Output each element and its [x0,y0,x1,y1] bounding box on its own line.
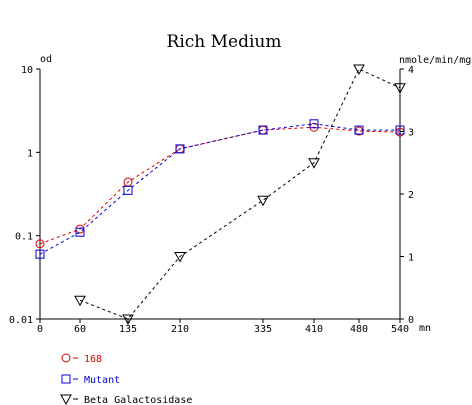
legend-marker [61,374,71,384]
data-point [174,252,186,263]
right-tick-label: 2 [408,190,414,201]
right-axis-unit: nmole/min/mg [399,55,471,66]
legend-label: 168 [84,354,102,365]
data-point [35,249,45,259]
legend-marker [60,394,72,405]
x-tick-label: 410 [305,324,323,335]
legend: 168 Mutant Beta Galactosidase [60,353,192,405]
plot-series [35,64,406,326]
data-point [309,119,319,129]
data-point [75,227,85,237]
data-point [122,314,134,326]
left-axis-unit: od [40,54,52,65]
right-axis-ticks: 0 1 2 3 4 [400,65,414,326]
data-point [353,64,365,76]
data-point [395,125,405,135]
data-point [35,239,45,249]
left-axis-ticks: 0.01 0.1 1 10 [9,65,40,326]
x-tick-label: 60 [74,324,86,335]
x-tick-label: 135 [119,324,137,335]
series-line [39,126,401,245]
x-tick-label: 0 [37,324,43,335]
data-point [175,144,185,154]
right-tick-label: 0 [408,315,414,326]
x-tick-label: 540 [391,324,409,335]
data-point [394,83,406,94]
data-point [123,185,133,195]
left-tick-label: 0.01 [9,315,33,326]
data-point [354,125,364,135]
data-point [258,125,268,135]
series-line [39,123,400,255]
left-tick-label: 0.1 [15,232,33,243]
x-tick-label: 335 [254,324,272,335]
data-point [257,195,269,207]
x-tick-label: 480 [350,324,368,335]
x-axis-unit: mn [419,323,431,334]
right-tick-label: 1 [408,253,414,264]
legend-label: Mutant [84,375,120,386]
legend-label: Beta Galactosidase [84,395,192,405]
x-tick-label: 210 [171,324,189,335]
right-tick-label: 3 [408,128,414,139]
data-point [308,158,320,169]
right-tick-label: 4 [408,65,414,76]
left-tick-label: 10 [21,65,33,76]
data-point [74,295,86,307]
x-axis-ticks: 0 60 135 210 335 410 480 540 [37,319,409,335]
legend-marker [61,353,71,363]
chart-title: Rich Medium [167,32,282,52]
left-tick-label: 1 [27,148,33,159]
